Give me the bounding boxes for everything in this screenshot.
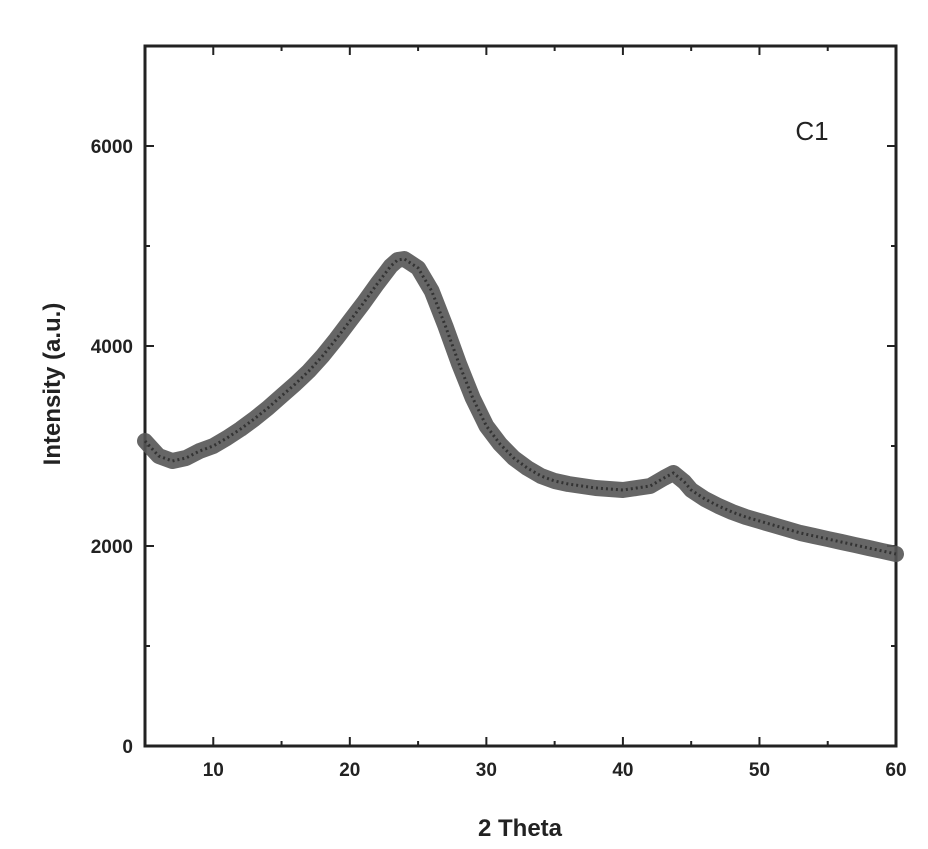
sample-label: C1 bbox=[795, 116, 828, 146]
series-layer bbox=[145, 259, 896, 554]
x-tick-label: 30 bbox=[476, 760, 497, 781]
x-tick-label: 10 bbox=[203, 760, 224, 781]
x-tick-label: 40 bbox=[612, 760, 633, 781]
x-tick-label: 60 bbox=[885, 760, 906, 781]
y-axis-title: Intensity (a.u.) bbox=[39, 303, 66, 466]
y-tick-label: 0 bbox=[122, 737, 133, 758]
x-tick-label: 50 bbox=[749, 760, 770, 781]
y-tick-label: 4000 bbox=[91, 337, 133, 358]
x-axis-title: 2 Theta bbox=[478, 815, 563, 842]
x-tick-label: 20 bbox=[339, 760, 360, 781]
y-tick-label: 6000 bbox=[91, 137, 133, 158]
plot-border bbox=[145, 46, 896, 746]
y-tick-label: 2000 bbox=[91, 537, 133, 558]
y-axis-ticks: 0 2000 4000 6000 bbox=[91, 46, 896, 758]
plot-frame bbox=[145, 46, 896, 746]
series-band bbox=[145, 259, 896, 554]
